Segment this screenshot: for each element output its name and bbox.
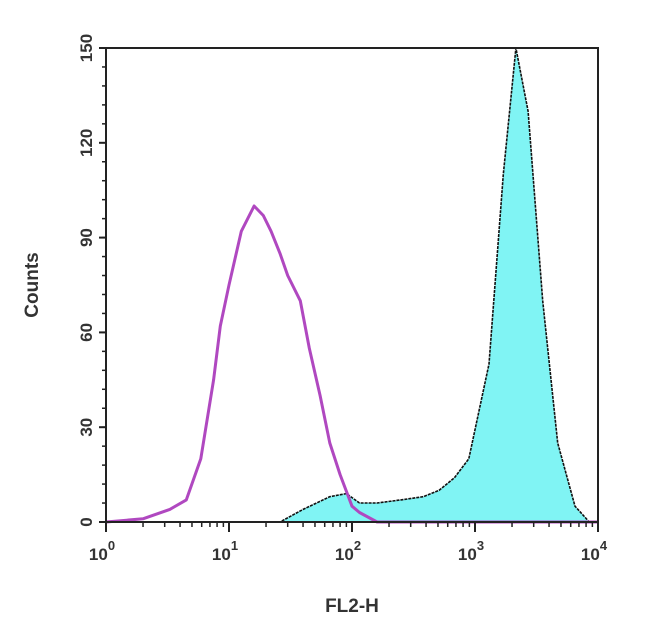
- x-tick-label: 103: [458, 538, 484, 564]
- y-tick-label: 60: [77, 323, 96, 342]
- x-tick-base: 10: [335, 545, 354, 564]
- x-tick-exponent: 4: [600, 538, 608, 553]
- y-tick-label: 120: [77, 129, 96, 157]
- x-tick-base: 10: [458, 545, 477, 564]
- x-tick-base: 10: [212, 545, 231, 564]
- x-axis-label: FL2-H: [325, 596, 379, 617]
- y-axis-label: Counts: [22, 252, 43, 317]
- x-tick-exponent: 3: [477, 538, 484, 553]
- series-0-fill: [106, 48, 598, 522]
- x-tick-exponent: 2: [354, 538, 361, 553]
- x-tick-base: 10: [581, 545, 600, 564]
- x-tick-exponent: 1: [231, 538, 238, 553]
- x-tick-label: 102: [335, 538, 361, 564]
- y-tick-label: 150: [77, 34, 96, 62]
- y-tick-label: 30: [77, 418, 96, 437]
- y-tick-label: 90: [77, 228, 96, 247]
- x-tick-base: 10: [89, 545, 108, 564]
- y-tick-label: 0: [77, 517, 96, 526]
- x-tick-label: 104: [581, 538, 608, 564]
- x-tick-label: 100: [89, 538, 115, 564]
- x-tick-exponent: 0: [108, 538, 115, 553]
- x-tick-label: 101: [212, 538, 238, 564]
- series-1-line: [105, 204, 598, 524]
- series-0-outline: [106, 47, 598, 523]
